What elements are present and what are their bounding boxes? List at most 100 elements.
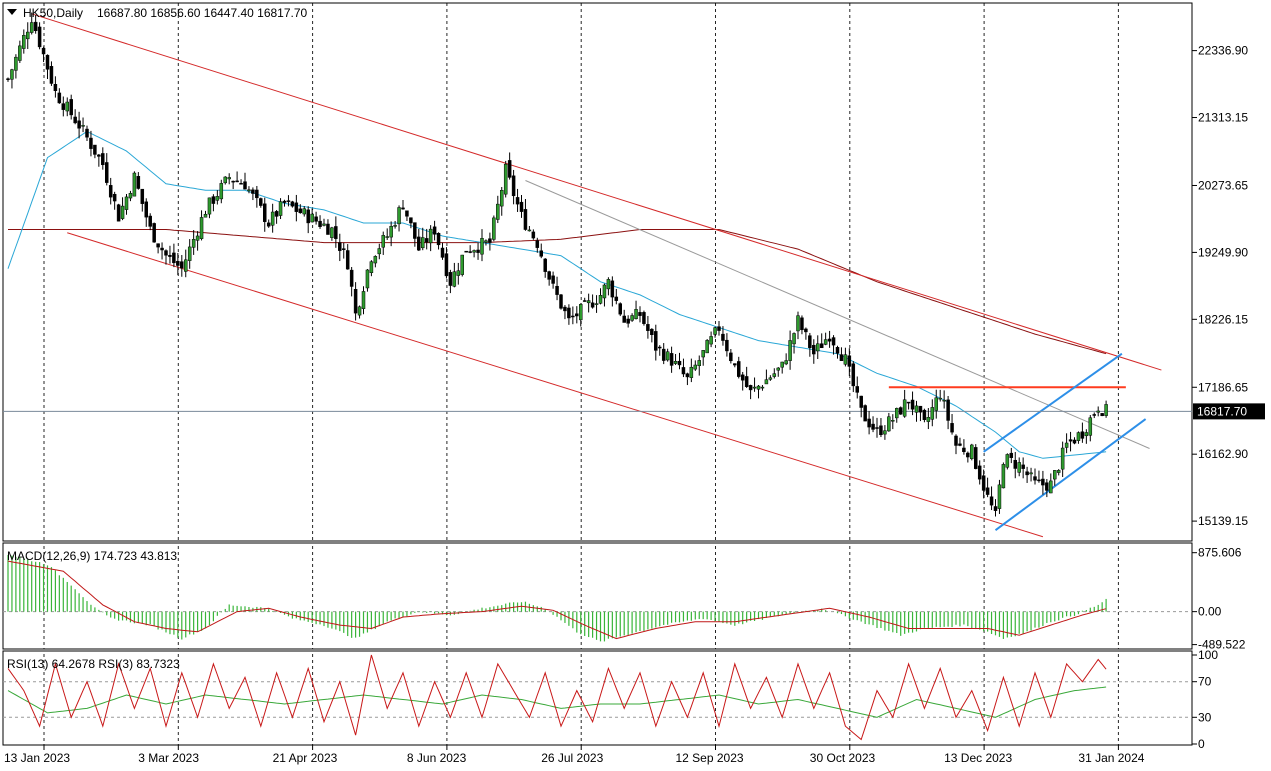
rsi-y-tick-label: 70 <box>1198 675 1212 689</box>
x-tick-label: 30 Oct 2023 <box>810 751 876 765</box>
symbol-timeframe: HK50,Daily <box>23 6 83 20</box>
bullish-candle <box>1056 470 1061 473</box>
bearish-candle <box>136 176 141 189</box>
bullish-candle <box>128 193 133 199</box>
bullish-candle <box>1104 404 1108 416</box>
bullish-candle <box>634 309 638 320</box>
bearish-candle <box>1033 476 1037 481</box>
bullish-candle <box>393 225 397 227</box>
bullish-candle <box>456 270 461 276</box>
x-tick-label: 13 Dec 2023 <box>944 751 1012 765</box>
bullish-candle <box>764 379 769 385</box>
bearish-candle <box>618 303 622 315</box>
bullish-candle <box>215 196 220 201</box>
bullish-candle <box>891 419 895 422</box>
bearish-candle <box>353 289 358 314</box>
bullish-candle <box>227 177 231 180</box>
bearish-candle <box>239 183 243 185</box>
bullish-candle <box>330 227 334 238</box>
bullish-candle <box>1064 442 1069 448</box>
bearish-candle <box>685 373 690 378</box>
y-tick-label: 20273.65 <box>1198 178 1248 192</box>
bearish-candle <box>342 248 346 250</box>
bearish-candle <box>523 209 528 230</box>
bearish-candle <box>168 255 172 257</box>
bearish-candle <box>515 197 520 205</box>
bearish-candle <box>918 405 923 413</box>
bearish-candle <box>409 217 413 224</box>
bullish-candle <box>369 261 374 274</box>
bearish-candle <box>567 307 571 319</box>
bullish-candle <box>823 339 828 345</box>
bullish-candle <box>361 291 366 309</box>
bullish-candle <box>997 484 1002 509</box>
bearish-candle <box>255 189 259 199</box>
bearish-candle <box>958 443 962 446</box>
bullish-candle <box>421 237 425 249</box>
bearish-candle <box>231 180 235 183</box>
bearish-candle <box>863 405 867 422</box>
bullish-candle <box>843 354 848 365</box>
bullish-candle <box>472 250 476 253</box>
rising_channel-line <box>983 352 1123 453</box>
bullish-candle <box>203 213 208 218</box>
bullish-candle <box>1005 454 1010 468</box>
bullish-candle <box>124 196 129 210</box>
y-tick-label: 19249.90 <box>1198 245 1248 259</box>
bullish-candle <box>752 386 757 389</box>
bullish-candle <box>930 407 935 420</box>
bearish-candle <box>53 83 58 92</box>
bullish-candle <box>191 239 196 248</box>
bullish-candle <box>397 207 401 225</box>
bullish-candle <box>942 399 946 402</box>
bearish-candle <box>41 47 46 55</box>
bullish-candle <box>195 235 200 241</box>
bearish-candle <box>176 260 180 266</box>
bearish-candle <box>298 208 303 214</box>
bearish-candle <box>681 367 686 375</box>
y-tick-label: 21313.15 <box>1198 111 1248 125</box>
bullish-candle <box>381 235 385 248</box>
bearish-candle <box>950 423 954 433</box>
bearish-candle <box>436 232 441 246</box>
bearish-candle <box>401 207 405 210</box>
macd-y-tick-label: 875.606 <box>1198 546 1242 560</box>
bearish-candle <box>172 252 176 264</box>
bullish-candle <box>187 246 192 261</box>
bearish-candle <box>259 198 263 206</box>
bullish-candle <box>816 343 820 352</box>
bullish-candle <box>693 364 698 370</box>
bearish-candle <box>156 243 160 248</box>
bearish-candle <box>571 315 575 318</box>
bullish-candle <box>302 208 306 215</box>
bullish-candle <box>452 271 457 287</box>
bearish-candle <box>875 427 879 429</box>
bearish-candle <box>654 331 658 351</box>
bearish-candle <box>989 496 994 506</box>
bearish-candle <box>981 475 986 491</box>
bullish-candle <box>480 238 484 255</box>
bullish-candle <box>1029 472 1033 475</box>
bearish-candle <box>717 326 721 331</box>
bullish-candle <box>496 203 500 220</box>
trendline-line <box>525 180 1150 449</box>
bearish-candle <box>89 137 93 149</box>
bullish-candle <box>602 284 607 299</box>
bullish-candle <box>883 430 887 435</box>
x-tick-label: 8 Jun 2023 <box>407 751 467 765</box>
collapse-triangle-icon[interactable] <box>7 9 17 15</box>
bullish-candle <box>926 417 931 422</box>
bearish-candle <box>808 335 812 348</box>
bearish-candle <box>547 271 551 280</box>
bullish-candle <box>792 333 796 345</box>
rsi-y-tick-label: 100 <box>1198 648 1218 662</box>
bearish-candle <box>85 128 89 138</box>
bearish-candle <box>464 250 468 253</box>
bearish-candle <box>835 347 840 354</box>
bearish-candle <box>638 312 642 316</box>
rsi-y-tick-label: 0 <box>1198 737 1205 751</box>
bullish-candle <box>484 240 488 243</box>
bullish-candle <box>120 205 125 219</box>
bearish-candle <box>1021 464 1025 469</box>
